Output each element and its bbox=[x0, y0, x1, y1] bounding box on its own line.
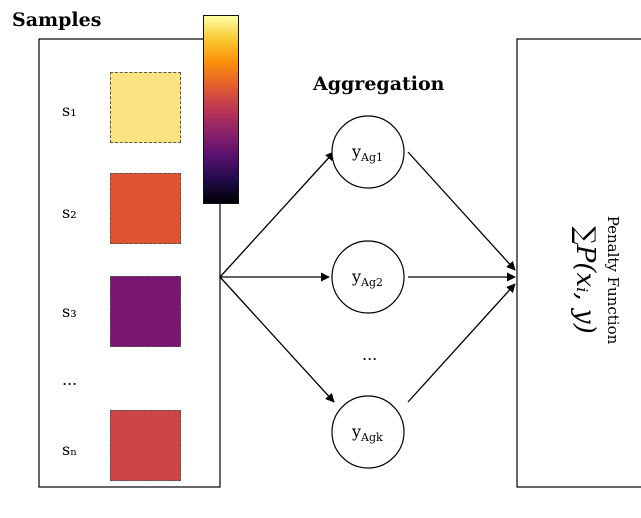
sample-label-2: s₂ bbox=[62, 203, 77, 222]
arrow-ag1-to-penalty bbox=[407, 151, 516, 271]
sample-swatch-n bbox=[110, 410, 181, 481]
aggregation-label-2: yAg2 bbox=[352, 267, 384, 290]
aggregation-node-1 bbox=[331, 115, 405, 189]
arrow-agk-to-penalty bbox=[407, 283, 516, 403]
penalty-function-formula: ∑P(xᵢ, y) bbox=[570, 226, 600, 334]
sample-swatch-2 bbox=[110, 173, 181, 244]
colormap-colorbar bbox=[203, 15, 239, 204]
aggregation-node-2 bbox=[331, 240, 405, 314]
aggregation-node-k bbox=[331, 395, 405, 469]
penalty-function-label: Penalty Function bbox=[604, 215, 622, 345]
sample-label-1: s₁ bbox=[62, 101, 77, 120]
aggregation-title: Aggregation bbox=[313, 73, 445, 95]
samples-ellipsis: ... bbox=[62, 370, 78, 389]
penalty-function: Penalty Function ∑P(xᵢ, y) bbox=[570, 216, 622, 345]
sample-swatch-1 bbox=[110, 72, 181, 143]
aggregation-ellipsis: ... bbox=[362, 345, 378, 364]
penalty-panel bbox=[516, 38, 641, 488]
samples-panel bbox=[38, 38, 221, 488]
sample-label-n: sₙ bbox=[62, 440, 78, 459]
aggregation-label-k: yAgk bbox=[352, 422, 383, 445]
samples-title: Samples bbox=[12, 9, 102, 31]
arrow-sample-to-agk bbox=[219, 276, 335, 403]
arrow-sample-to-ag1 bbox=[219, 151, 335, 278]
sample-swatch-3 bbox=[110, 276, 181, 347]
aggregation-label-1: yAg1 bbox=[352, 142, 384, 165]
sample-label-3: s₃ bbox=[62, 302, 77, 321]
